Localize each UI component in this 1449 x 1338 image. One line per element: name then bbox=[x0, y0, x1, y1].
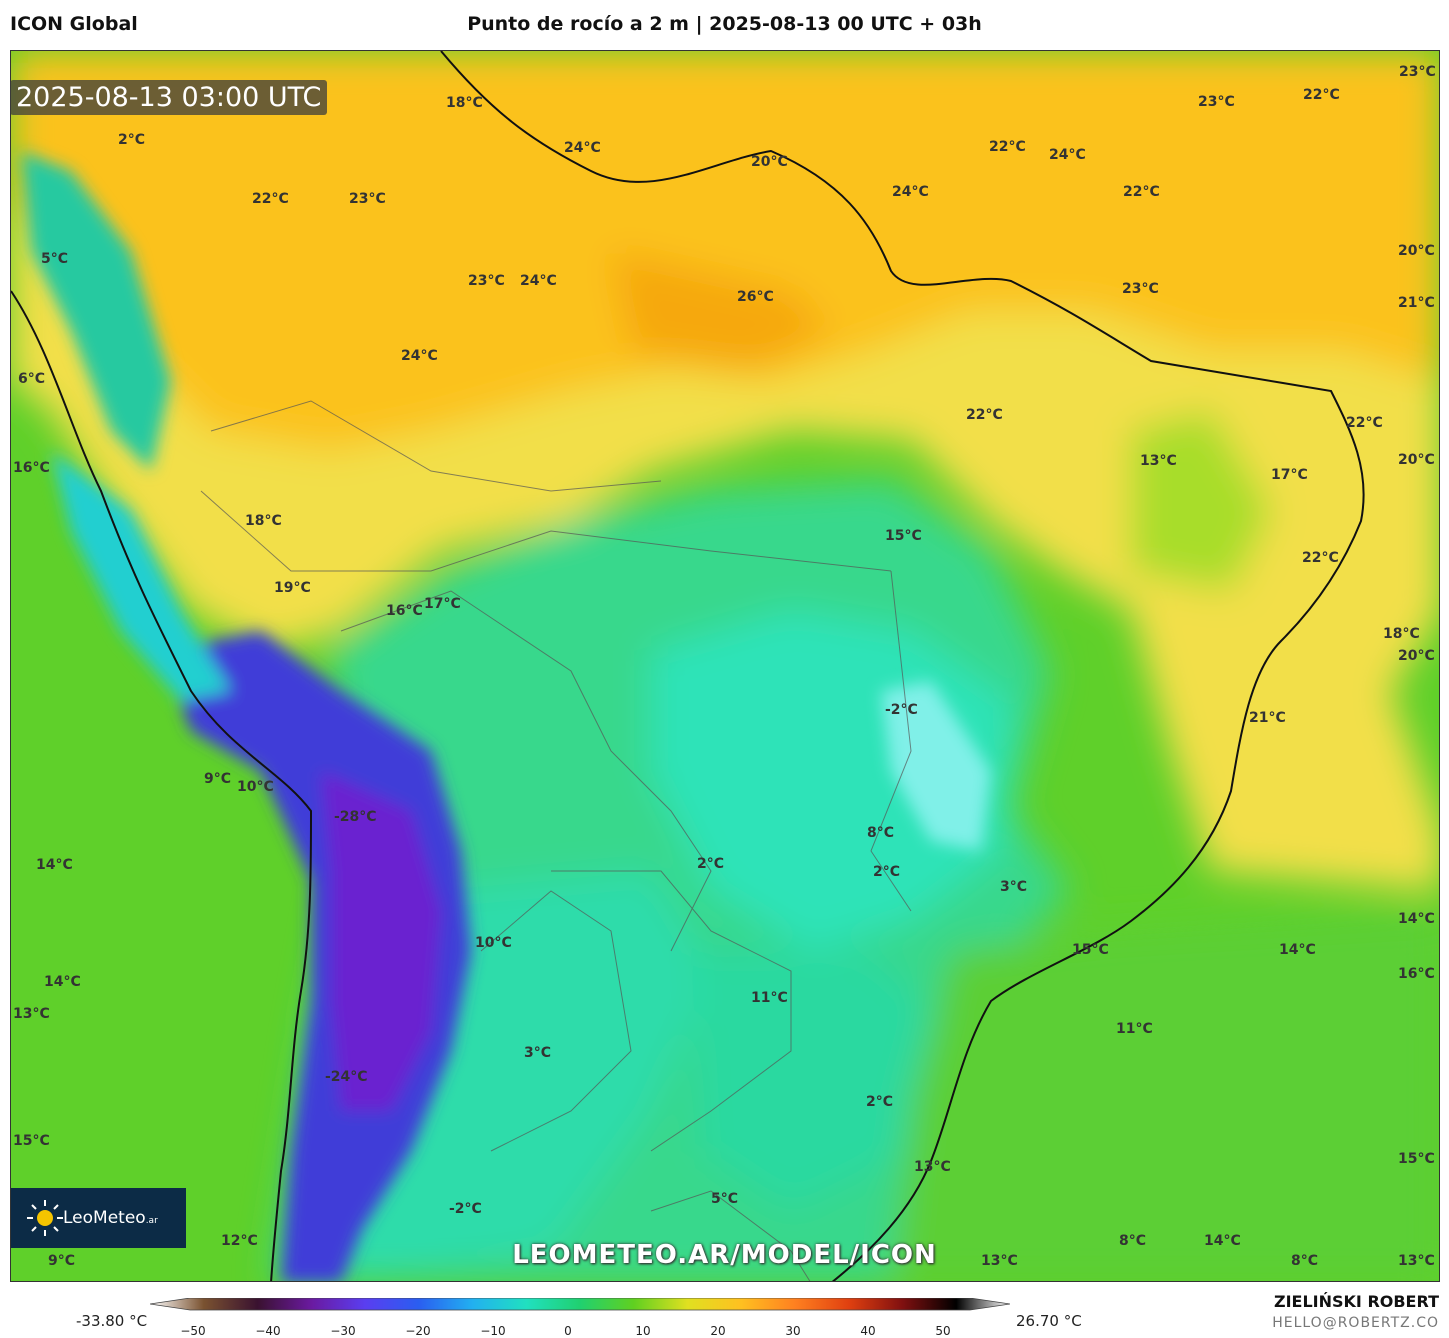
temperature-label: 21°C bbox=[1249, 710, 1286, 726]
temperature-label: 23°C bbox=[349, 191, 386, 207]
temperature-label: 13°C bbox=[981, 1253, 1018, 1269]
temperature-label: 22°C bbox=[1303, 87, 1340, 103]
temperature-label: 8°C bbox=[1291, 1253, 1319, 1269]
temperature-label: 24°C bbox=[892, 184, 929, 200]
temperature-label: 24°C bbox=[401, 348, 438, 364]
temperature-label: 9°C bbox=[48, 1253, 76, 1269]
legend-colorbar bbox=[150, 1298, 1010, 1311]
logo-text: LeoMeteo.ar bbox=[63, 1208, 158, 1228]
temperature-label: 15°C bbox=[1072, 942, 1109, 958]
temperature-label: 2°C bbox=[866, 1094, 894, 1110]
temperature-label: 14°C bbox=[1204, 1233, 1241, 1249]
temperature-label: 23°C bbox=[1198, 94, 1235, 110]
temperature-label: 18°C bbox=[245, 513, 282, 529]
temperature-label: 23°C bbox=[1122, 281, 1159, 297]
temperature-label: 20°C bbox=[1398, 243, 1435, 259]
legend-tick: −20 bbox=[405, 1324, 431, 1338]
temperature-label: 19°C bbox=[274, 580, 311, 596]
temperature-label: 22°C bbox=[1123, 184, 1160, 200]
temperature-label: -24°C bbox=[325, 1069, 368, 1085]
temperature-label: 16°C bbox=[386, 603, 423, 619]
temperature-label: 3°C bbox=[524, 1045, 552, 1061]
model-name: ICON Global bbox=[10, 13, 138, 35]
temperature-label: 24°C bbox=[1049, 147, 1086, 163]
coastline bbox=[11, 51, 1365, 1281]
watermark-url: LEOMETEO.AR/MODEL/ICON bbox=[512, 1240, 937, 1270]
temperature-label: 15°C bbox=[13, 1133, 50, 1149]
temperature-label: 2°C bbox=[697, 856, 725, 872]
temperature-label: 22°C bbox=[966, 407, 1003, 423]
sun-icon bbox=[27, 1200, 63, 1236]
temperature-label: 5°C bbox=[711, 1191, 739, 1207]
temperature-label: 23°C bbox=[468, 273, 505, 289]
temperature-label: 17°C bbox=[1271, 467, 1308, 483]
legend-tick: 0 bbox=[564, 1324, 572, 1338]
legend-tick: −30 bbox=[330, 1324, 356, 1338]
map-field bbox=[11, 51, 1439, 1281]
temperature-label: 2°C bbox=[118, 132, 146, 148]
temperature-label: 16°C bbox=[1398, 966, 1435, 982]
temperature-label: 11°C bbox=[1116, 1021, 1153, 1037]
map-header: ICON Global Punto de rocío a 2 m | 2025-… bbox=[0, 0, 1449, 50]
legend-tick: −50 bbox=[180, 1324, 206, 1338]
temperature-label: 20°C bbox=[1398, 452, 1435, 468]
temperature-label: 14°C bbox=[36, 857, 73, 873]
temperature-label: -2°C bbox=[449, 1201, 482, 1217]
temperature-label: 20°C bbox=[1398, 648, 1435, 664]
political-borders bbox=[200, 400, 912, 1281]
temperature-label: 22°C bbox=[1302, 550, 1339, 566]
temperature-label: 16°C bbox=[13, 460, 50, 476]
temperature-label: 24°C bbox=[520, 273, 557, 289]
map-title: Punto de rocío a 2 m | 2025-08-13 00 UTC… bbox=[467, 13, 982, 35]
author-email[interactable]: HELLO@ROBERTZ.CO bbox=[1272, 1315, 1439, 1331]
temperature-label: -2°C bbox=[885, 702, 918, 718]
temperature-label: 3°C bbox=[1000, 879, 1028, 895]
legend-tick: 40 bbox=[860, 1324, 876, 1338]
legend-max-label: 26.70 °C bbox=[1016, 1312, 1082, 1330]
temperature-label: 13°C bbox=[13, 1006, 50, 1022]
temperature-label: 17°C bbox=[424, 596, 461, 612]
temperature-label: 14°C bbox=[1398, 911, 1435, 927]
legend-tick: −10 bbox=[480, 1324, 506, 1338]
temperature-label: 18°C bbox=[446, 95, 483, 111]
temperature-label: 6°C bbox=[18, 371, 46, 387]
temperature-label: 20°C bbox=[751, 154, 788, 170]
legend-tick: −40 bbox=[255, 1324, 281, 1338]
valid-time-badge: 2025-08-13 03:00 UTC bbox=[10, 80, 328, 115]
temperature-label: 15°C bbox=[885, 528, 922, 544]
temperature-label: 22°C bbox=[989, 139, 1026, 155]
temperature-label: 22°C bbox=[252, 191, 289, 207]
temperature-label: -28°C bbox=[334, 809, 377, 825]
leometeo-logo[interactable]: LeoMeteo.ar bbox=[11, 1188, 186, 1248]
temperature-label: 18°C bbox=[1383, 626, 1420, 642]
legend-min-label: -33.80 °C bbox=[76, 1312, 148, 1330]
temperature-label: 8°C bbox=[867, 825, 895, 841]
temperature-label: 26°C bbox=[737, 289, 774, 305]
temperature-label: 9°C bbox=[204, 771, 232, 787]
temperature-label: 13°C bbox=[914, 1159, 951, 1175]
temperature-label: 24°C bbox=[564, 140, 601, 156]
temperature-label: 13°C bbox=[1398, 1253, 1435, 1269]
temperature-label: 2°C bbox=[873, 864, 901, 880]
color-legend: -33.80 °C −50 −40 −30 −20 −10 0 10 20 30 40 50 26.… bbox=[0, 1288, 1449, 1338]
author-name: ZIELIŃSKI ROBERT bbox=[1273, 1292, 1439, 1311]
temperature-label: 23°C bbox=[1399, 64, 1436, 80]
temperature-label: 15°C bbox=[1398, 1151, 1435, 1167]
temperature-label: 5°C bbox=[41, 251, 69, 267]
temperature-label: 12°C bbox=[221, 1233, 258, 1249]
legend-tick: 50 bbox=[935, 1324, 951, 1338]
temperature-label: 22°C bbox=[1346, 415, 1383, 431]
legend-tick: 30 bbox=[785, 1324, 801, 1338]
legend-tick: 20 bbox=[710, 1324, 726, 1338]
temperature-label: 8°C bbox=[1119, 1233, 1147, 1249]
temperature-label: 14°C bbox=[1279, 942, 1316, 958]
temperature-label: 21°C bbox=[1398, 295, 1435, 311]
legend-tick: 10 bbox=[635, 1324, 651, 1338]
temperature-label: 11°C bbox=[751, 990, 788, 1006]
dewpoint-map: 18°C 2°C 24°C 20°C 22°C 24°C 23°C 22°C 23°C 22°C 2… bbox=[10, 50, 1440, 1282]
temperature-label: 10°C bbox=[475, 935, 512, 951]
temperature-label: 14°C bbox=[44, 974, 81, 990]
temperature-label: 13°C bbox=[1140, 453, 1177, 469]
temperature-label: 10°C bbox=[237, 779, 274, 795]
